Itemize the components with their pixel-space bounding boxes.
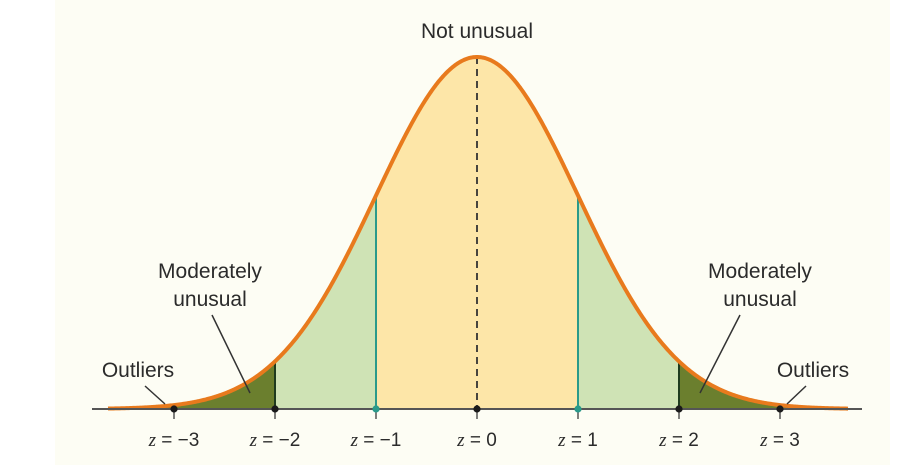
right-moderately-unusual-label-line1: Moderately xyxy=(708,260,812,283)
tick-dot xyxy=(675,405,683,413)
tick-dot xyxy=(776,405,784,413)
left-moderately-unusual-label-line1: Moderately xyxy=(158,260,262,283)
tick-label: z = −2 xyxy=(249,430,301,451)
tick-label: z = 3 xyxy=(759,430,800,451)
not-unusual-label: Not unusual xyxy=(421,20,533,43)
left-moderate-leader-line xyxy=(211,314,251,394)
tick-dot xyxy=(473,405,481,413)
tick-dot xyxy=(271,405,279,413)
tick-dot xyxy=(372,405,380,413)
right-moderately-unusual-label-line2: unusual xyxy=(723,288,797,311)
tick-label: z = −1 xyxy=(350,430,402,451)
left-outliers-leader-line xyxy=(144,385,166,405)
left-outlier-region xyxy=(108,361,275,409)
tick-label: z = 2 xyxy=(658,430,699,451)
normal-curve xyxy=(107,55,849,411)
left-moderately-unusual-label-line2: unusual xyxy=(173,288,247,311)
tick-label: z = 0 xyxy=(456,430,497,451)
right-outliers-leader-line xyxy=(786,385,807,405)
tick-label: z = −3 xyxy=(148,430,200,451)
center-region xyxy=(376,57,578,409)
left-outliers-label: Outliers xyxy=(102,359,174,382)
tick-dot xyxy=(170,405,178,413)
tick-dot xyxy=(574,405,582,413)
right-outlier-region xyxy=(679,361,848,409)
right-moderate-leader-line xyxy=(699,314,741,394)
right-outliers-label: Outliers xyxy=(777,359,849,382)
tick-label: z = 1 xyxy=(557,430,598,451)
